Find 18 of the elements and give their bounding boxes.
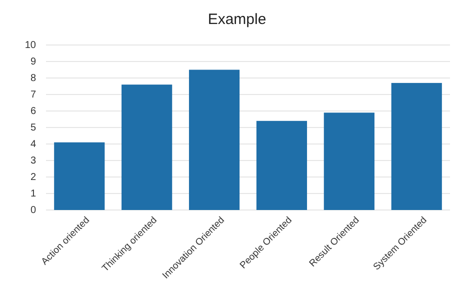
y-tick-label: 4 [30, 139, 36, 150]
bar [324, 112, 374, 210]
bar [54, 142, 105, 210]
bar [256, 120, 308, 210]
y-tick-label: 5 [30, 122, 36, 134]
y-tick-label: 0 [30, 205, 36, 216]
bar [188, 70, 240, 210]
y-tick-label: 8 [30, 73, 36, 84]
y-tick-label: 2 [30, 172, 36, 184]
bar [391, 82, 442, 210]
y-tick-label: 6 [30, 106, 36, 118]
y-tick-label: 1 [30, 188, 36, 200]
y-tick-label: 9 [30, 56, 36, 68]
chart-title: Example [208, 11, 266, 28]
y-tick-label: 10 [24, 40, 36, 52]
bar [122, 84, 172, 210]
y-tick-label: 3 [30, 156, 36, 167]
y-tick-label: 7 [30, 90, 36, 101]
